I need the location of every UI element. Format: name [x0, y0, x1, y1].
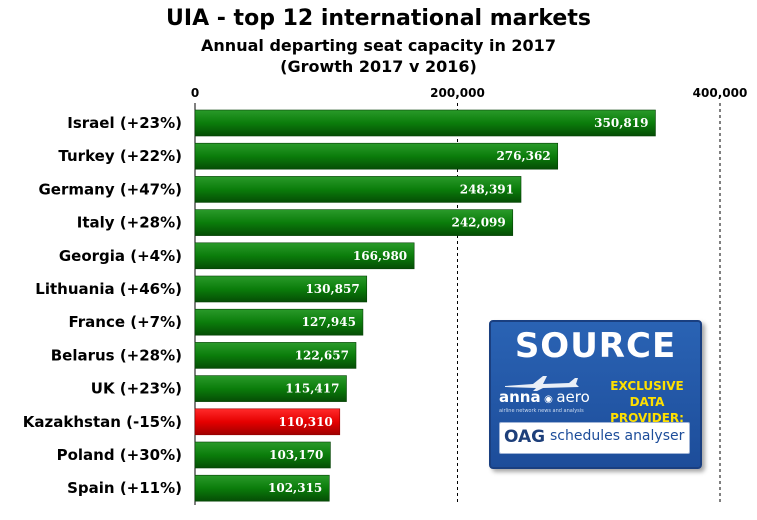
- oag-logo-box: OAG schedules analyser: [499, 422, 690, 454]
- bar: [194, 408, 341, 436]
- category-label: Poland (+30%): [57, 446, 182, 464]
- bar: [194, 176, 522, 203]
- bar: [194, 242, 415, 270]
- chart-subtitle: Annual departing seat capacity in 2017: [201, 36, 556, 55]
- category-label: Kazakhstan (-15%): [23, 413, 182, 431]
- anna-logo-text: anna: [499, 388, 541, 406]
- bar: [194, 474, 330, 502]
- bar: [194, 209, 514, 236]
- category-label: Italy (+28%): [77, 214, 182, 232]
- category-label: Lithuania (+46%): [35, 280, 182, 298]
- oag-schedules-analyser: schedules analyser: [550, 428, 685, 444]
- data-label: 102,315: [268, 481, 322, 495]
- category-label: Georgia (+4%): [59, 247, 182, 265]
- x-tick-label: 200,000: [430, 86, 485, 100]
- exclusive-line-2: DATA PROVIDER:: [610, 395, 684, 425]
- data-label: 115,417: [285, 382, 339, 396]
- oag-logo: OAG: [504, 427, 546, 447]
- data-label: 242,099: [451, 216, 505, 230]
- x-tick-label: 400,000: [693, 86, 748, 100]
- bars-layer: [194, 109, 656, 502]
- data-label: 127,945: [302, 315, 356, 329]
- category-label: UK (+23%): [91, 380, 182, 398]
- bar: [194, 275, 368, 303]
- category-label: Turkey (+22%): [58, 147, 182, 165]
- data-label: 166,980: [353, 249, 407, 263]
- category-label: Israel (+23%): [67, 114, 182, 132]
- data-label: 130,857: [305, 282, 359, 296]
- category-label: Germany (+47%): [39, 180, 183, 198]
- exclusive-line-1: EXCLUSIVE: [610, 379, 684, 393]
- bar: [194, 342, 357, 369]
- exclusive-data-provider-label: EXCLUSIVE DATA PROVIDER:: [597, 378, 697, 426]
- data-label: 248,391: [460, 182, 514, 196]
- chart-title: UIA - top 12 international markets: [166, 6, 591, 31]
- data-label: 276,362: [496, 149, 550, 163]
- grid-layer: [194, 103, 721, 505]
- data-label: 103,170: [269, 448, 323, 462]
- anna-logo-suffix: aero: [556, 388, 590, 406]
- bar: [194, 109, 656, 137]
- bar: [194, 375, 347, 402]
- data-label: 122,657: [295, 348, 349, 362]
- category-label: Spain (+11%): [67, 479, 182, 497]
- x-tick-label: 0: [191, 86, 199, 100]
- anna-logo-dot: ◉: [540, 394, 557, 405]
- data-label: 110,310: [279, 415, 333, 429]
- bar: [194, 441, 331, 469]
- category-label: Belarus (+28%): [51, 346, 182, 364]
- data-label: 350,819: [594, 116, 648, 130]
- source-title: SOURCE: [514, 326, 677, 366]
- plane-icon: [505, 376, 579, 391]
- bar: [194, 142, 559, 170]
- anna-aero-logo: anna ◉ aero: [499, 388, 590, 406]
- anna-tagline: airline network news and analysis: [499, 408, 584, 414]
- labels-layer: 0 200,000 400,000 350,819 Israel (+23%) 276,3…: [23, 86, 748, 497]
- chart-subtitle-growth: (Growth 2017 v 2016): [280, 57, 477, 76]
- category-label: France (+7%): [68, 313, 182, 331]
- bar: [194, 308, 364, 336]
- source-box: SOURCE anna ◉ aero airline network news …: [489, 320, 702, 469]
